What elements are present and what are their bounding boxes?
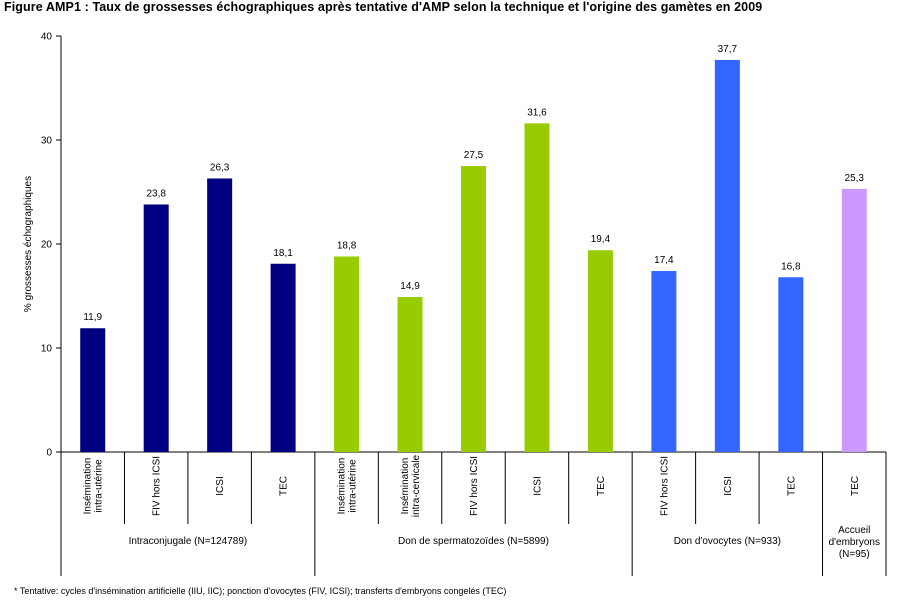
category-label-line: intra-cervicale (411, 454, 422, 517)
category-label: Inséminationintra-utérine (83, 458, 105, 515)
category-label-line: ICSI (532, 476, 543, 495)
bar (461, 166, 486, 452)
bar-value-label: 16,8 (781, 261, 801, 272)
group-label: Intraconjugale (N=124789) (129, 536, 248, 547)
category-label-line: Insémination (337, 458, 348, 515)
category-label-line: TEC (850, 476, 861, 496)
bar-value-label: 23,8 (146, 188, 166, 199)
bar (207, 178, 233, 453)
y-tick-label: 40 (41, 32, 53, 43)
category-label-line: TEC (596, 476, 607, 496)
bar (524, 123, 550, 453)
category-label-line: ICSI (723, 476, 734, 495)
category-label: ICSI (723, 476, 734, 495)
y-tick-label: 30 (41, 136, 53, 147)
y-tick-label: 0 (46, 448, 52, 459)
bar-value-label: 31,6 (527, 107, 547, 118)
category-label: TEC (786, 476, 797, 496)
group-label: Don de spermatozoïdes (N=5899) (398, 536, 549, 547)
category-label: TEC (279, 476, 290, 496)
category-label-line: TEC (786, 476, 797, 496)
y-tick-label: 10 (41, 344, 53, 355)
category-label: Inséminationintra-cervicale (400, 454, 422, 517)
bar-value-label: 37,7 (718, 44, 738, 55)
bar (778, 277, 804, 452)
category-label: Inséminationintra-utérine (337, 458, 359, 515)
bar-value-label: 11,9 (83, 312, 102, 323)
bar (651, 271, 677, 452)
bar-value-label: 18,8 (337, 240, 357, 251)
category-label: ICSI (215, 476, 226, 495)
bar-value-label: 18,1 (273, 248, 293, 259)
bar-value-label: 26,3 (210, 162, 230, 173)
y-tick-label: 20 (41, 240, 53, 251)
group-label: Accueil d'embryons (N=95) (829, 525, 880, 560)
y-axis-title: % grossesses échographiques (23, 176, 34, 312)
category-label: FIV hors ICSI (659, 456, 670, 516)
category-label-line: FIV hors ICSI (469, 456, 480, 516)
category-label-line: intra-utérine (94, 459, 105, 513)
category-label-line: ICSI (215, 476, 226, 495)
bar (587, 250, 613, 452)
footnote: * Tentative: cycles d'insémination artif… (14, 586, 507, 596)
category-label: TEC (596, 476, 607, 496)
category-label: TEC (850, 476, 861, 496)
group-label-line: Accueil (838, 525, 870, 536)
group-label-line: Intraconjugale (N=124789) (129, 536, 248, 547)
bar-value-label: 17,4 (654, 255, 674, 266)
bar (270, 263, 296, 452)
group-label-line: Don d'ovocytes (N=933) (674, 536, 781, 547)
bar-value-label: 19,4 (591, 234, 611, 245)
bar (714, 59, 740, 453)
group-label-line: d'embryons (829, 537, 880, 548)
bar (841, 188, 867, 452)
bar (334, 256, 360, 452)
bar-value-label: 25,3 (845, 173, 865, 184)
bar-value-label: 27,5 (464, 150, 484, 161)
category-label-line: Insémination (83, 458, 94, 515)
group-label: Don d'ovocytes (N=933) (674, 536, 781, 547)
category-label-line: FIV hors ICSI (659, 456, 670, 516)
category-label-line: intra-utérine (348, 459, 359, 513)
category-label-line: TEC (279, 476, 290, 496)
category-label: FIV hors ICSI (152, 456, 163, 516)
category-label: FIV hors ICSI (469, 456, 480, 516)
bar-value-label: 14,9 (400, 281, 420, 292)
bar (80, 328, 106, 452)
chart-title: Figure AMP1 : Taux de grossesses échogra… (4, 0, 763, 14)
category-label: ICSI (532, 476, 543, 495)
category-label-line: Insémination (400, 458, 411, 515)
bar (397, 297, 423, 452)
category-label-line: FIV hors ICSI (152, 456, 163, 516)
group-label-line: (N=95) (839, 549, 870, 560)
bar (143, 204, 169, 452)
group-label-line: Don de spermatozoïdes (N=5899) (398, 536, 549, 547)
